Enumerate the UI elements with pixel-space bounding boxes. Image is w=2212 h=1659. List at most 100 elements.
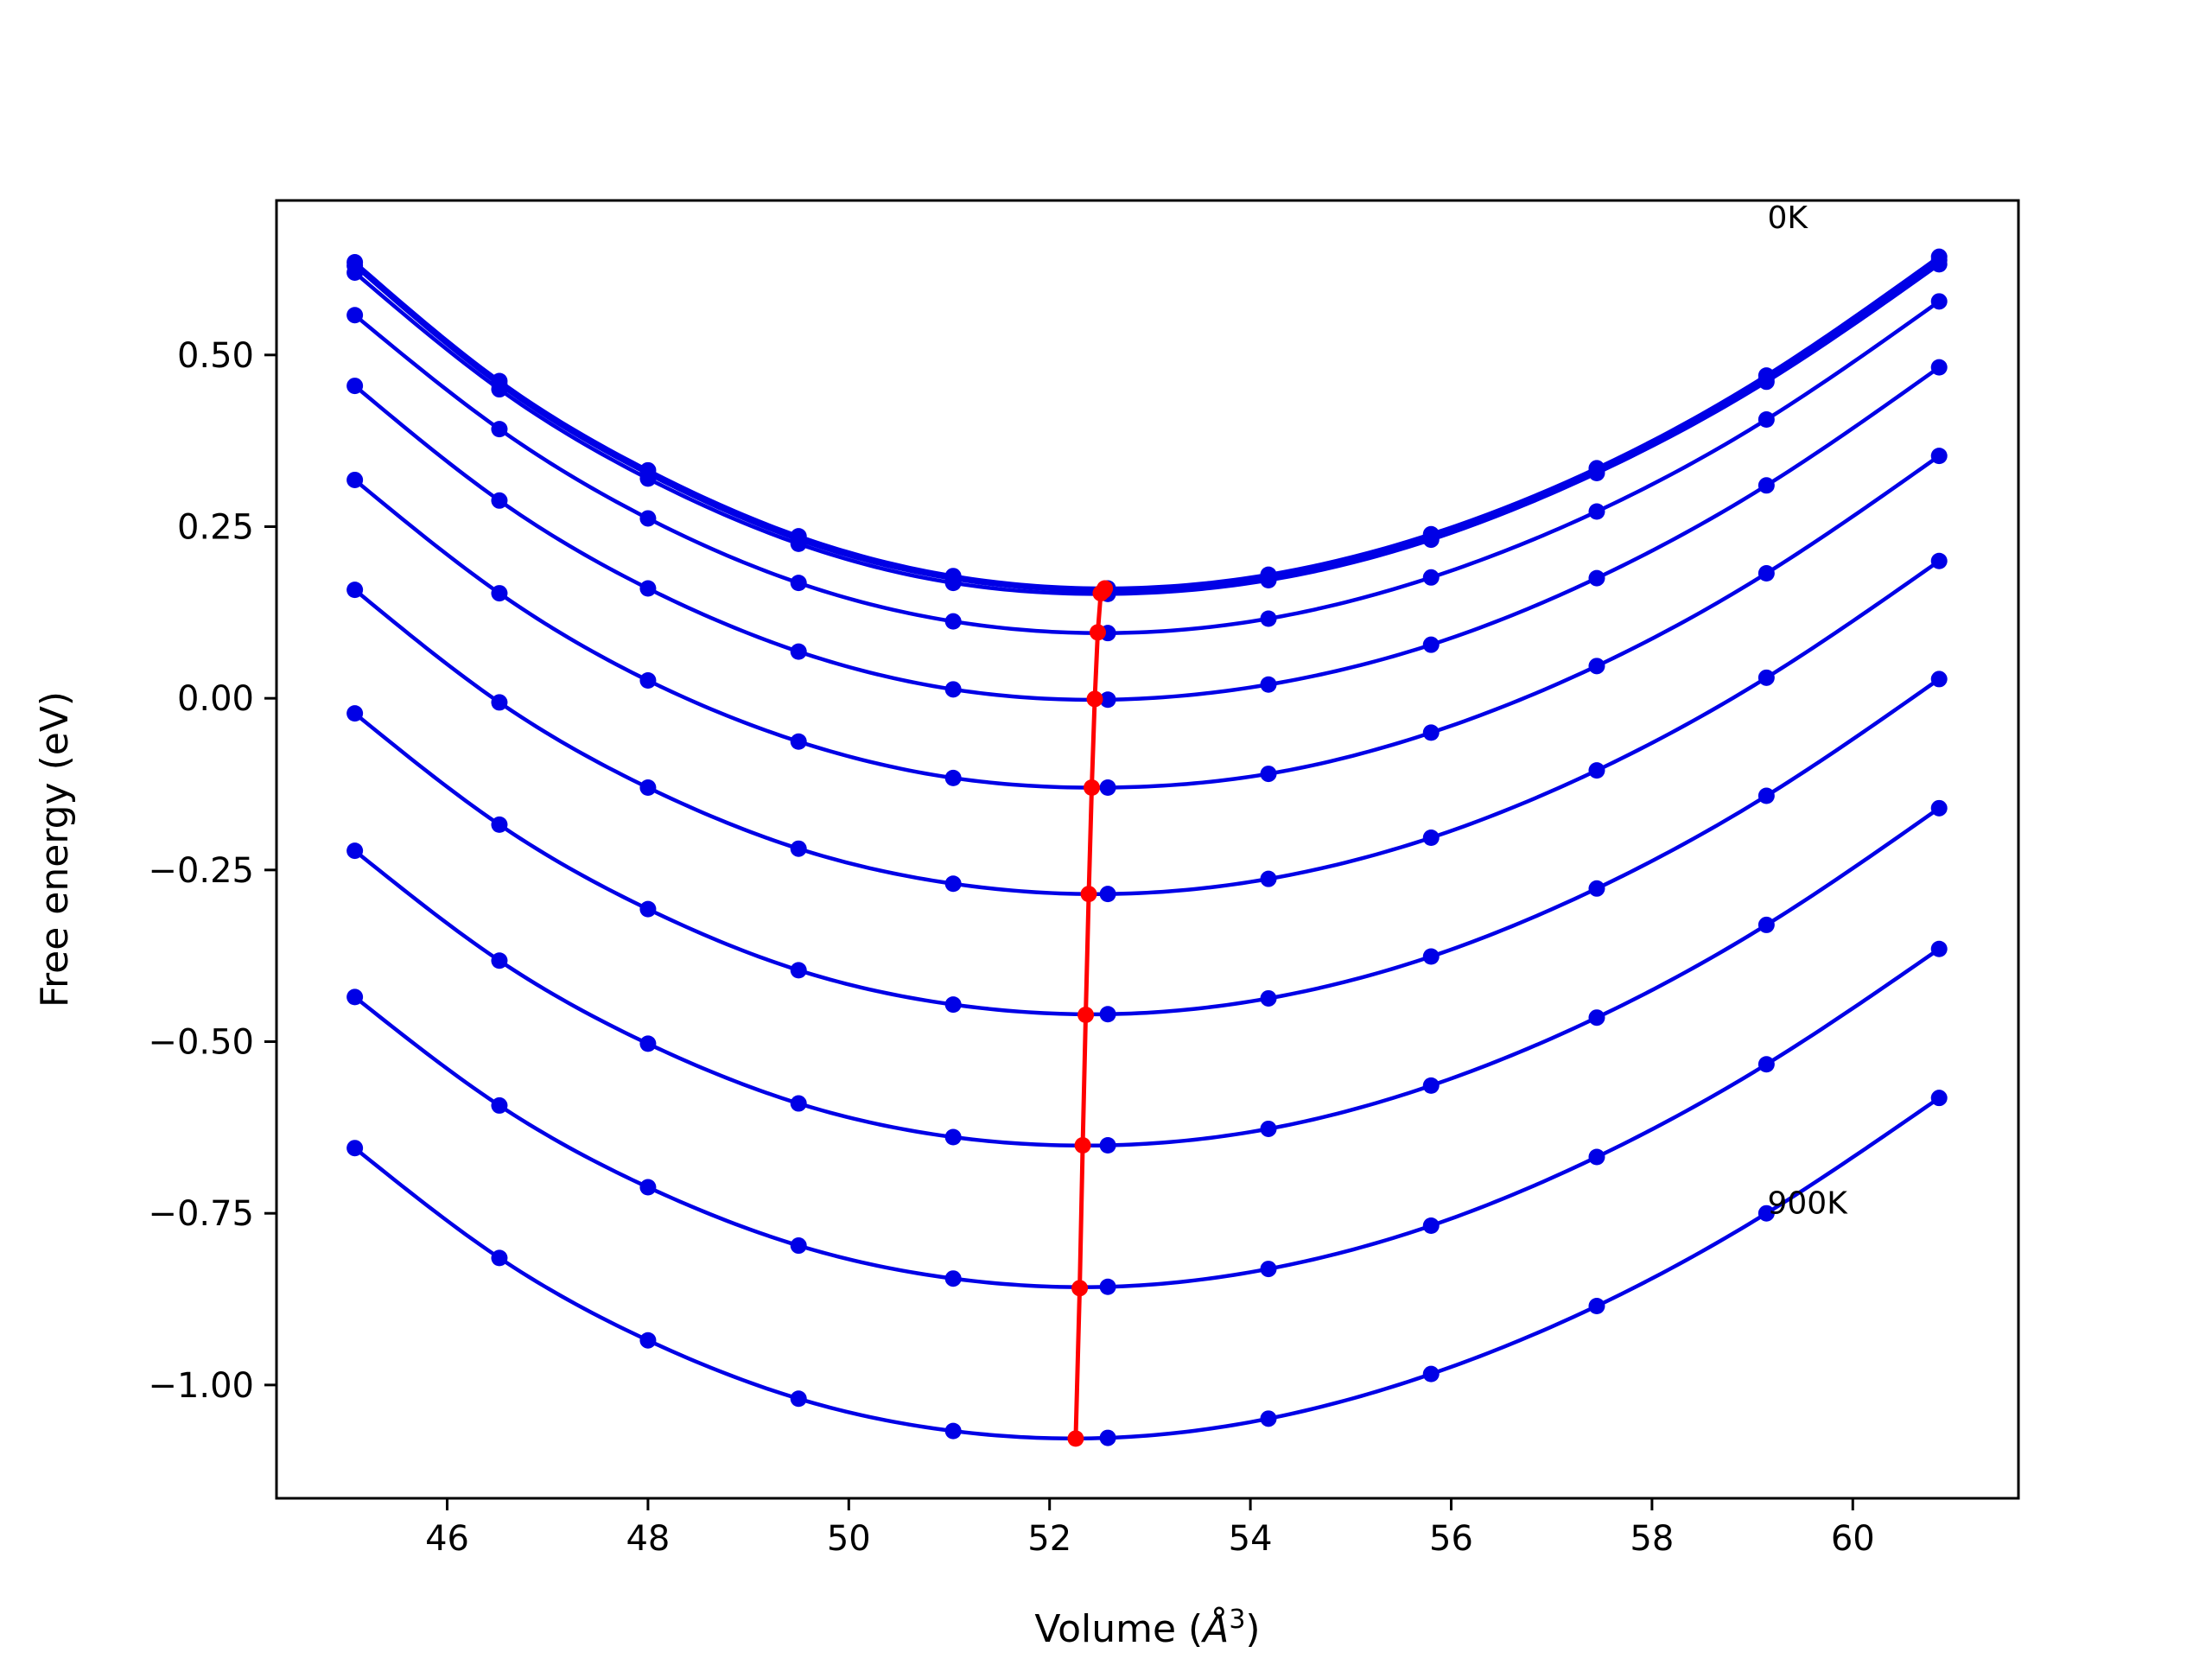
series-line-2 xyxy=(353,263,1941,596)
x-tick-label-48: 48 xyxy=(626,1519,670,1559)
series-4-point-6 xyxy=(1260,676,1277,693)
series-5-point-7 xyxy=(1422,724,1440,741)
series-line-10 xyxy=(353,1096,1941,1441)
series-5-point-6 xyxy=(1260,766,1277,783)
series-8-point-6 xyxy=(1260,1120,1277,1137)
series-8-point-4 xyxy=(944,1128,962,1146)
series-5-point-2 xyxy=(639,672,657,690)
minima-group xyxy=(1067,580,1114,1447)
series-3-point-10 xyxy=(1930,293,1948,310)
x-tick-label-52: 52 xyxy=(1027,1519,1071,1559)
series-line-1 xyxy=(353,258,1941,593)
series-5-point-4 xyxy=(944,769,962,786)
series-2-point-7 xyxy=(1422,531,1440,549)
series-line-6 xyxy=(353,559,1941,896)
series-2-point-0 xyxy=(346,264,364,281)
x-axis-label: Volume (Å3) xyxy=(1034,1605,1260,1651)
series-10-point-0 xyxy=(346,1140,364,1157)
series-7-point-3 xyxy=(790,962,807,979)
minima-point-10 xyxy=(1067,1430,1084,1447)
series-7-point-10 xyxy=(1930,671,1948,688)
series-3-point-6 xyxy=(1260,610,1277,627)
series-8-point-5 xyxy=(1099,1137,1116,1154)
series-7-point-0 xyxy=(346,705,364,722)
series-6-point-10 xyxy=(1930,552,1948,569)
series-4-point-2 xyxy=(639,580,657,597)
y-tick-label-2: 0.00 xyxy=(177,679,254,719)
x-axis: 46 48 50 52 54 56 58 60 xyxy=(425,1498,1875,1559)
series-6-point-5 xyxy=(1099,886,1116,903)
series-10-point-1 xyxy=(491,1249,508,1267)
minima-point-5 xyxy=(1084,779,1101,796)
x-tick-label-56: 56 xyxy=(1429,1519,1473,1559)
series-5-point-9 xyxy=(1758,565,1775,582)
series-8-point-7 xyxy=(1422,1077,1440,1094)
series-10-point-4 xyxy=(944,1422,962,1440)
series-3-point-0 xyxy=(346,307,364,324)
x-tick-label-54: 54 xyxy=(1229,1519,1273,1559)
series-4-point-7 xyxy=(1422,636,1440,653)
series-10-point-2 xyxy=(639,1332,657,1349)
series-2-point-4 xyxy=(944,575,962,592)
series-4-point-3 xyxy=(790,643,807,660)
y-tick-label-0: 0.50 xyxy=(177,336,254,376)
series-4-point-0 xyxy=(346,378,364,395)
series-10-point-9 xyxy=(1758,1205,1775,1222)
series-10-point-8 xyxy=(1588,1297,1605,1314)
series-7-point-8 xyxy=(1588,880,1605,897)
series-9-point-1 xyxy=(491,1096,508,1114)
series-line-9 xyxy=(353,947,1941,1289)
minima-point-7 xyxy=(1077,1007,1095,1024)
series-6-point-8 xyxy=(1588,762,1605,779)
minima-point-9 xyxy=(1071,1280,1089,1297)
series-9-point-8 xyxy=(1588,1148,1605,1166)
series-line-3 xyxy=(353,299,1941,635)
plot-frame xyxy=(275,199,2020,1500)
series-9-point-4 xyxy=(944,1270,962,1287)
series-3-point-7 xyxy=(1422,569,1440,586)
series-3-point-9 xyxy=(1758,411,1775,429)
series-6-point-0 xyxy=(346,582,364,599)
series-8-point-10 xyxy=(1930,799,1948,817)
series-line-7 xyxy=(353,677,1941,1017)
series-3-point-2 xyxy=(639,510,657,527)
y-tick-label-1: 0.25 xyxy=(177,507,254,547)
y-tick-label-4: −0.50 xyxy=(148,1023,254,1063)
series-9-point-0 xyxy=(346,988,364,1006)
series-6-point-7 xyxy=(1422,829,1440,846)
series-4-point-5 xyxy=(1099,691,1116,709)
series-10-point-5 xyxy=(1099,1429,1116,1446)
series-line-8 xyxy=(353,806,1941,1148)
series-5-point-3 xyxy=(790,733,807,750)
minima-point-6 xyxy=(1080,886,1097,903)
series-8-point-1 xyxy=(491,952,508,969)
series-4-point-1 xyxy=(491,492,508,509)
series-9-point-9 xyxy=(1758,1056,1775,1073)
series-7-point-1 xyxy=(491,816,508,833)
series-9-point-2 xyxy=(639,1179,657,1196)
series-9-point-3 xyxy=(790,1237,807,1255)
series-9-point-7 xyxy=(1422,1217,1440,1235)
series-3-point-1 xyxy=(491,421,508,438)
series-8-point-2 xyxy=(639,1035,657,1052)
y-tick-label-3: −0.25 xyxy=(148,851,254,891)
series-4-point-9 xyxy=(1758,477,1775,494)
series-7-point-6 xyxy=(1260,989,1277,1007)
y-tick-label-5: −0.75 xyxy=(148,1194,254,1234)
x-tick-label-60: 60 xyxy=(1831,1519,1875,1559)
series-5-point-1 xyxy=(491,585,508,602)
y-axis-label: Free energy (eV) xyxy=(33,691,77,1007)
series-7-point-2 xyxy=(639,900,657,918)
y-axis: 0.50 0.25 0.00 −0.25 −0.50 −0.75 −1.00 xyxy=(148,336,276,1406)
series-line-5 xyxy=(353,454,1941,790)
series-10-point-3 xyxy=(790,1390,807,1408)
series-9-point-6 xyxy=(1260,1261,1277,1278)
series-2-point-9 xyxy=(1758,373,1775,391)
series-line-0 xyxy=(353,255,1941,591)
series-6-point-3 xyxy=(790,840,807,857)
series-8-point-8 xyxy=(1588,1009,1605,1027)
series-group xyxy=(346,248,1948,1446)
series-2-point-2 xyxy=(639,470,657,487)
series-7-point-9 xyxy=(1758,787,1775,804)
